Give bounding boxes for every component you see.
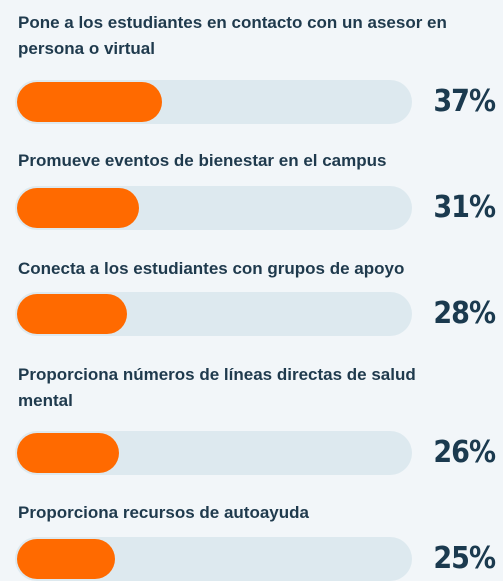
category-label: Pone a los estudiantes en contacto con u…	[18, 13, 447, 58]
bar	[17, 82, 163, 122]
value-label: 25%	[433, 541, 496, 576]
bar	[17, 188, 139, 228]
value-label: 26%	[433, 435, 496, 470]
bar-track	[15, 292, 412, 336]
value-label: 37%	[433, 84, 496, 119]
category-label: Proporciona números de líneas directas d…	[18, 365, 416, 410]
category-label: Conecta a los estudiantes con grupos de …	[18, 259, 405, 278]
value-label: 28%	[433, 296, 496, 331]
bar	[17, 433, 120, 473]
bar-track	[15, 80, 412, 124]
category-label: Promueve eventos de bienestar en el camp…	[18, 151, 387, 170]
category-label: Proporciona recursos de autoayuda	[18, 503, 309, 522]
bar	[17, 294, 128, 334]
bar-track	[15, 537, 412, 581]
bar-track	[15, 186, 412, 230]
bar-track	[15, 431, 412, 475]
bar	[17, 539, 116, 579]
value-label: 31%	[433, 190, 496, 225]
